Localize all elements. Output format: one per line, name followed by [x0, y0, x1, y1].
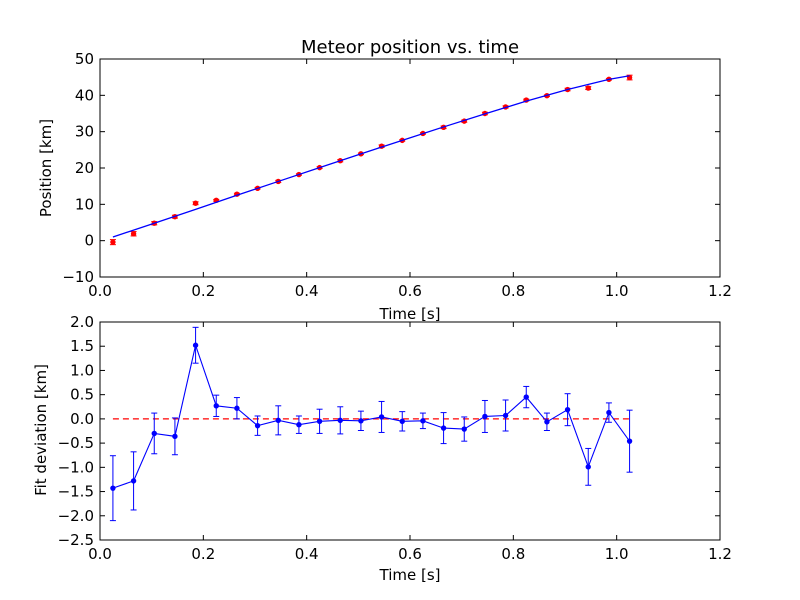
deviation-line	[112, 343, 631, 489]
data-point	[130, 478, 137, 484]
data-point	[523, 394, 529, 400]
x-axis-label: Time [s]	[379, 566, 441, 584]
data-point	[502, 412, 509, 419]
x-tick-label: 0.4	[295, 545, 319, 563]
chart-title: Meteor position vs. time	[301, 37, 519, 58]
y-axis-label: Position [km]	[37, 119, 55, 217]
data-point	[544, 419, 550, 425]
x-tick-label: 0.6	[398, 282, 422, 300]
data-point	[192, 200, 199, 206]
data-point	[110, 485, 116, 491]
x-tick-label: 0.2	[191, 282, 215, 300]
data-point	[110, 239, 116, 245]
data-point	[234, 405, 240, 411]
data-point	[440, 425, 447, 431]
x-tick-label: 0.8	[501, 545, 525, 563]
data-point	[275, 417, 281, 424]
data-point	[585, 464, 591, 470]
data-point	[564, 406, 571, 413]
y-tick-label: 0.5	[70, 386, 94, 404]
x-tick-label: 0.2	[191, 545, 215, 563]
y-tick-label: 1.5	[70, 337, 94, 355]
x-tick-label: 1.2	[708, 282, 732, 300]
data-point	[482, 413, 488, 420]
data-point	[316, 418, 323, 425]
data-point	[420, 418, 426, 424]
x-tick-label: 0.0	[88, 282, 112, 300]
y-tick-label: 1.0	[70, 361, 94, 379]
x-tick-label: 1.2	[708, 545, 732, 563]
y-tick-label: 0	[84, 232, 94, 250]
y-tick-label: −1.0	[58, 458, 94, 476]
y-tick-label: 20	[75, 159, 94, 177]
x-tick-label: 0.8	[501, 282, 525, 300]
data-point	[399, 418, 405, 425]
x-axis-label: Time [s]	[379, 305, 441, 323]
x-tick-label: 0.6	[398, 545, 422, 563]
y-tick-label: 10	[75, 195, 94, 213]
y-tick-label: −2.5	[58, 531, 94, 549]
data-point	[192, 342, 199, 348]
data-point	[213, 403, 219, 409]
y-tick-label: 50	[75, 50, 94, 68]
data-point	[172, 433, 178, 440]
x-tick-label: 0.0	[88, 545, 112, 563]
data-point	[151, 430, 157, 437]
data-point	[585, 85, 591, 91]
y-tick-label: 2.0	[70, 313, 94, 331]
x-tick-label: 1.0	[605, 282, 629, 300]
data-point	[461, 426, 467, 432]
y-tick-label: 0.0	[70, 410, 94, 428]
data-point	[337, 417, 343, 424]
data-point	[130, 231, 137, 237]
data-point	[358, 418, 364, 424]
x-tick-label: 1.0	[605, 545, 629, 563]
data-point	[296, 422, 302, 428]
data-point	[254, 422, 261, 429]
y-axis-label: Fit deviation [km]	[32, 364, 50, 496]
y-tick-label: −1.5	[58, 483, 94, 501]
y-tick-label: 30	[75, 123, 94, 141]
data-point	[378, 414, 385, 420]
data-point	[606, 409, 612, 416]
y-tick-label: −0.5	[58, 434, 94, 452]
position-panel: Meteor position vs. time Time [s] Positi…	[37, 37, 732, 323]
y-tick-label: −10	[62, 268, 94, 286]
x-tick-label: 0.4	[295, 282, 319, 300]
fit-line	[112, 75, 630, 238]
y-tick-label: −2.0	[58, 507, 94, 525]
y-tick-label: 40	[75, 86, 94, 104]
data-point	[626, 438, 633, 444]
deviation-panel: Time [s] Fit deviation [km] 0.0 0.2 0.4 0.6…	[32, 313, 732, 584]
